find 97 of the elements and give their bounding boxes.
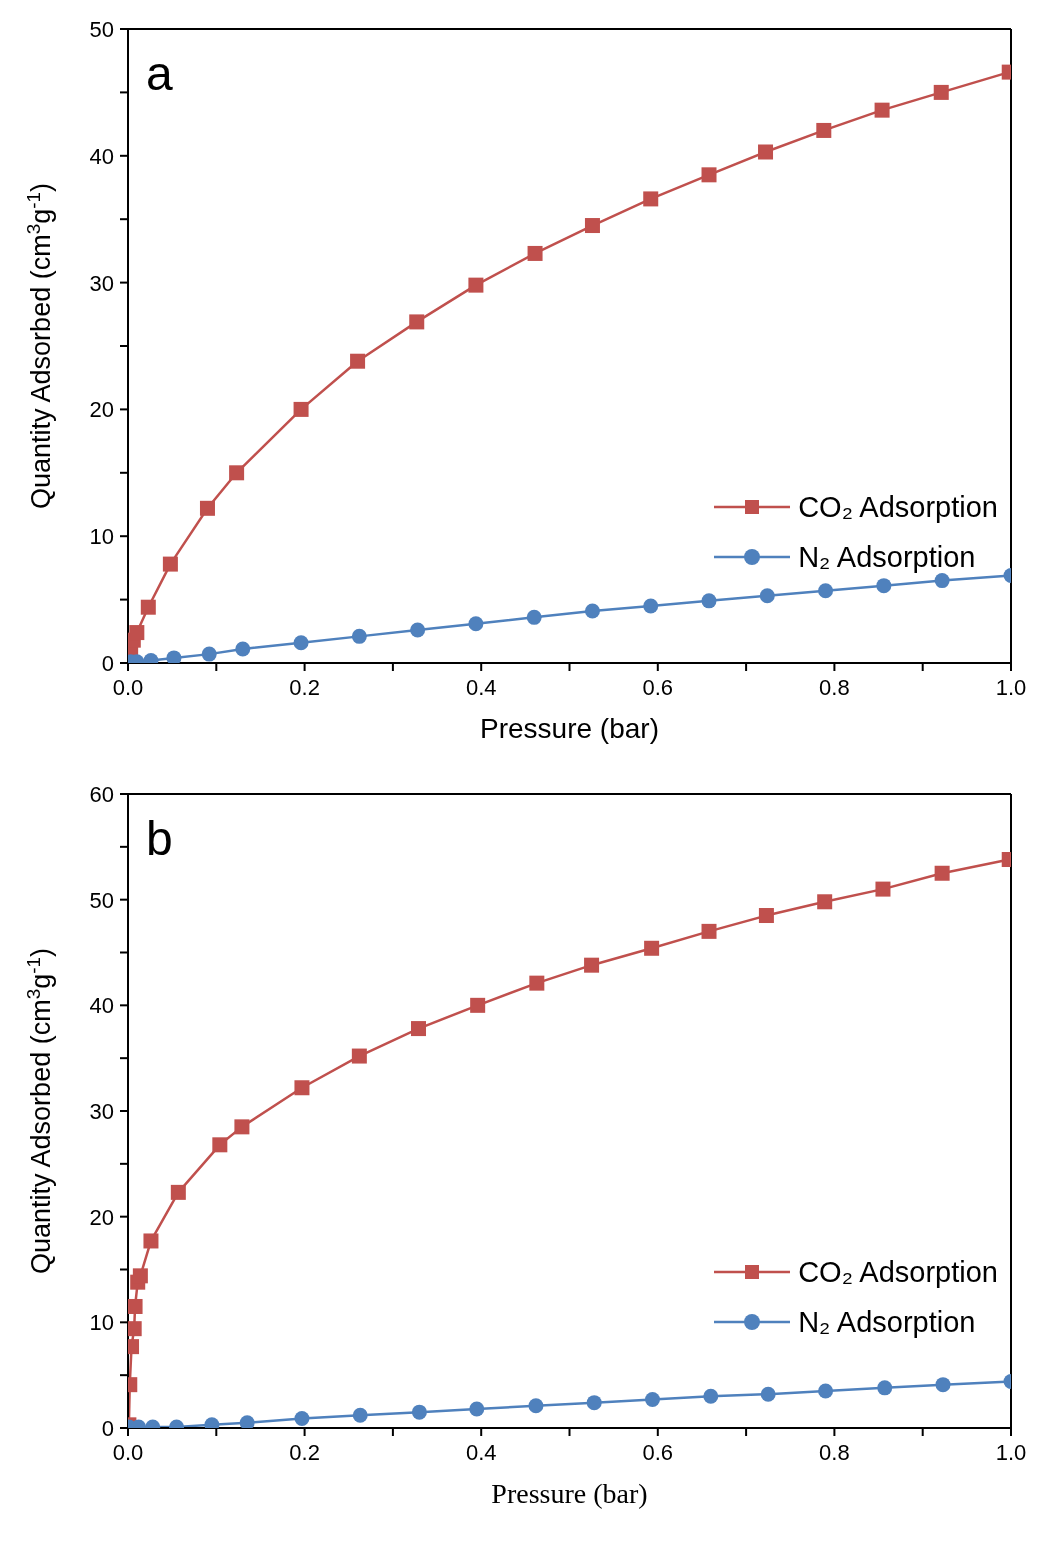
annotation: a [146, 46, 173, 101]
point [166, 650, 182, 663]
point [293, 635, 309, 651]
point [703, 1388, 719, 1404]
point [352, 1407, 368, 1423]
point [140, 599, 156, 615]
point [760, 1386, 776, 1402]
point [170, 1184, 186, 1200]
point [411, 1021, 427, 1037]
point [816, 122, 832, 138]
point [586, 1395, 602, 1411]
point [701, 923, 717, 939]
point [526, 609, 542, 625]
point [875, 881, 891, 897]
point [529, 975, 545, 991]
point [143, 1233, 159, 1249]
point [411, 1404, 427, 1420]
point [469, 1401, 485, 1417]
point [128, 1298, 143, 1314]
point [643, 598, 659, 614]
point [234, 1119, 250, 1135]
point [470, 997, 486, 1013]
point [933, 84, 949, 100]
point [410, 622, 426, 638]
y-tick-label: 10 [89, 1310, 114, 1336]
x-tick-label: 0.4 [465, 1440, 497, 1465]
point [212, 1137, 228, 1153]
point [758, 908, 774, 924]
point [876, 578, 892, 594]
point [162, 556, 178, 572]
x-tick-label: 0.2 [289, 1440, 320, 1465]
y-tick-label: 20 [89, 397, 114, 423]
point [468, 277, 484, 293]
point [584, 218, 600, 234]
legend-label: CO₂ Adsorption [798, 490, 998, 524]
x-tick-label: 0.0 [112, 1440, 144, 1465]
point [934, 865, 950, 881]
x-tick-label: 0.4 [465, 675, 497, 700]
x-tick-label: 0.8 [819, 675, 850, 700]
x-tick-label: 0.6 [642, 1440, 674, 1465]
x-tick-label: 0.8 [819, 1440, 850, 1465]
point [759, 588, 775, 604]
point [229, 465, 245, 481]
y-tick-label: 60 [89, 782, 114, 807]
point [128, 1321, 142, 1337]
y-tick-label: 40 [89, 143, 114, 169]
point [701, 167, 717, 183]
point [877, 1380, 893, 1396]
point [199, 500, 215, 516]
point [294, 1080, 310, 1096]
y-tick-label: 10 [89, 524, 114, 550]
point [584, 603, 600, 619]
y-tick-label: 50 [89, 17, 114, 42]
point [645, 1391, 660, 1407]
x-axis-title: Pressure (bar) [480, 713, 659, 744]
point [758, 144, 774, 160]
point [818, 583, 834, 599]
point [701, 593, 717, 609]
y-tick-label: 0 [101, 1416, 114, 1441]
x-tick-label: 0.0 [112, 675, 144, 700]
y-tick-label: 30 [89, 270, 114, 296]
x-axis-title: Pressure (bar) [491, 1478, 648, 1509]
point [351, 1048, 367, 1064]
y-tick-label: 50 [89, 887, 114, 913]
point [818, 1383, 834, 1399]
point [201, 646, 217, 662]
legend-label: N₂ Adsorption [798, 540, 976, 574]
y-tick-label: 30 [89, 1099, 114, 1124]
point [817, 894, 833, 910]
point [239, 1415, 255, 1428]
point [129, 625, 145, 641]
point [584, 957, 600, 973]
point [644, 940, 660, 956]
point [527, 245, 543, 261]
point [132, 1268, 148, 1284]
legend-label: CO₂ Adsorption [798, 1255, 998, 1289]
point [643, 191, 659, 207]
point [874, 102, 890, 118]
point [935, 1377, 951, 1393]
x-tick-label: 1.0 [995, 675, 1027, 700]
point [294, 1410, 310, 1426]
point [934, 573, 950, 589]
legend-label: N₂ Adsorption [798, 1305, 976, 1339]
point [409, 314, 425, 330]
x-tick-label: 1.0 [995, 1440, 1027, 1465]
x-tick-label: 0.2 [289, 675, 320, 700]
y-tick-label: 0 [101, 651, 114, 676]
point [350, 353, 366, 369]
point [528, 1398, 544, 1414]
x-tick-label: 0.6 [642, 675, 674, 700]
y-tick-label: 20 [89, 1204, 114, 1230]
point [293, 401, 309, 417]
point [351, 628, 367, 644]
y-tick-label: 40 [89, 993, 114, 1019]
point [235, 641, 251, 657]
annotation: b [146, 811, 173, 866]
point [468, 616, 484, 632]
